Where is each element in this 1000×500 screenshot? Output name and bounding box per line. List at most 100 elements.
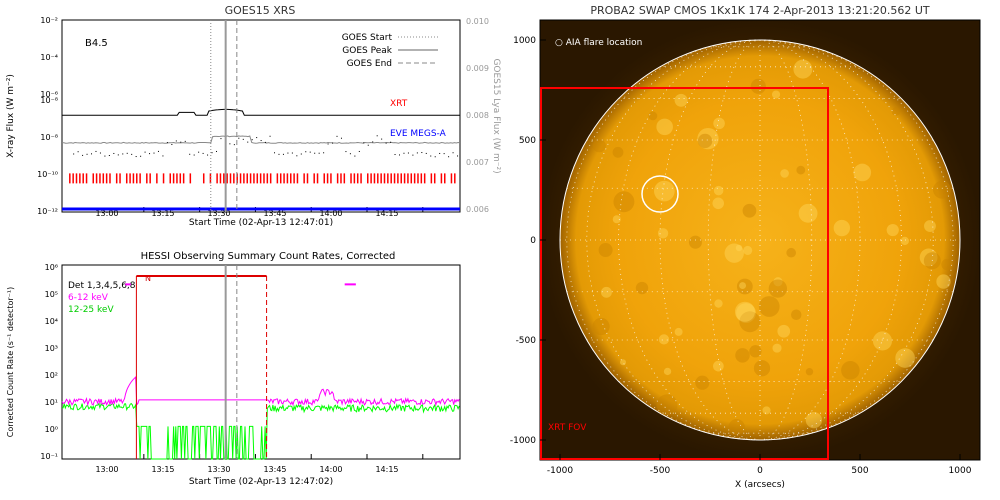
sun-texture-blob <box>762 406 771 415</box>
goes-xrt-bar <box>430 173 433 184</box>
hessi-xtick-label: 14:00 <box>319 465 342 474</box>
goes-xrt-bar <box>343 173 346 184</box>
goes-dotted-point <box>104 155 106 157</box>
sun-texture-blob <box>743 245 753 255</box>
sun-texture-blob <box>886 223 899 237</box>
goes-xrt-bar <box>293 173 295 184</box>
goes-dotted-point <box>340 137 342 139</box>
sun-texture-blob <box>613 191 635 213</box>
goes-yright-tick-label: 0.008 <box>466 111 489 120</box>
swap-ytick-label: 500 <box>519 136 536 146</box>
goes-xrt-bar <box>125 173 128 184</box>
hessi-6-12kev-curve <box>61 375 460 407</box>
goes-dotted-point <box>425 152 427 154</box>
sun-texture-blob <box>768 279 788 298</box>
sun-texture-blob <box>635 281 649 295</box>
goes-xrt-bar <box>266 173 269 184</box>
goes-dotted-point <box>162 155 164 157</box>
goes-xrt-bar <box>336 173 339 184</box>
goes-eve-label: EVE MEGS-A <box>390 129 447 139</box>
swap-x-ticks: -1000 -500 0 500 1000 <box>547 466 972 476</box>
sun-texture-blob <box>619 359 627 366</box>
sun-texture-blob <box>853 163 872 182</box>
goes-xrt-bar <box>413 173 416 184</box>
goes-ytick-label: 10⁻¹⁰ <box>37 170 58 179</box>
goes-dotted-point <box>73 153 75 155</box>
goes-dotted-point <box>140 155 142 157</box>
goes-dotted-point <box>376 135 378 137</box>
goes-dotted-point <box>336 135 338 137</box>
goes-xrt-bar <box>390 173 392 184</box>
goes-yright-tick-label: 0.006 <box>466 205 489 214</box>
goes-xrt-bar <box>383 173 386 184</box>
goes-dotted-point <box>287 152 289 154</box>
goes-dotted-point <box>131 153 133 155</box>
goes-dotted-point <box>220 138 222 140</box>
goes-dotted-point <box>300 153 302 155</box>
goes-ylabel-left: X-ray Flux (W m⁻²) <box>6 74 16 158</box>
goes-dotted-point <box>229 143 231 145</box>
goes-xrt-bar <box>189 173 192 184</box>
goes-title: GOES15 XRS <box>225 4 296 17</box>
goes-xrt-bar <box>407 173 409 184</box>
sun-texture-blob <box>612 215 621 224</box>
hessi-xtick-label: 13:00 <box>95 465 118 474</box>
goes-xrt-bar <box>330 173 332 184</box>
goes-xrt-bar <box>105 173 108 184</box>
goes-dotted-point <box>117 154 119 156</box>
sun-texture-blob <box>758 296 780 317</box>
sun-texture-blob <box>592 317 610 336</box>
sun-texture-blob <box>654 180 675 202</box>
goes-dotted-point <box>247 141 249 143</box>
sun-texture-blob <box>598 243 613 258</box>
heliographic-grid <box>560 39 960 441</box>
goes-xrt-bar <box>229 173 232 184</box>
goes-dotted-point <box>309 151 311 153</box>
goes-dotted-point <box>327 143 329 145</box>
goes-dotted-point <box>126 152 128 154</box>
sun-texture-blob <box>674 327 683 336</box>
sun-texture-blob <box>749 345 762 358</box>
goes-ytick-label: 10⁻² <box>40 16 58 25</box>
goes-xrt-bar <box>326 173 329 184</box>
goes-xrt-bar <box>400 173 402 184</box>
legend-goes-end: GOES End <box>347 59 392 69</box>
goes-xrt-bar <box>323 173 325 184</box>
hessi-xtick-label: 13:30 <box>207 465 230 474</box>
swap-fov-label: XRT FOV <box>548 423 587 433</box>
goes-xrt-bar <box>290 173 292 184</box>
goes-dotted-point <box>457 155 459 157</box>
goes-xrt-bar <box>209 173 212 184</box>
goes-dotted-point <box>367 144 369 146</box>
sun-texture-blob <box>612 146 624 158</box>
sun-texture-blob <box>772 343 782 353</box>
sun-texture-blob <box>786 247 796 258</box>
sun-texture-blob <box>739 282 747 290</box>
goes-xrt-bar <box>69 173 71 184</box>
sun-texture-blob <box>941 258 953 271</box>
goes-xrt-bar <box>233 173 235 184</box>
sun-texture-blob <box>891 107 901 116</box>
goes-dotted-point <box>82 154 84 156</box>
goes-y-right-ticks: 0.010 0.009 0.008 0.007 0.006 <box>466 17 489 214</box>
goes-xrt-bar <box>283 173 285 184</box>
goes-legend: GOES Start GOES Peak GOES End <box>342 33 438 69</box>
sun-texture-blob <box>695 375 710 390</box>
sun-texture-blob <box>796 165 806 175</box>
goes-xtick-label: 14:15 <box>375 209 398 218</box>
goes-lya-curve <box>62 135 461 144</box>
goes-dotted-point <box>99 152 101 154</box>
longitude-grid-line <box>566 39 954 441</box>
goes-xrt-bar <box>367 173 369 184</box>
goes-dotted-point <box>323 152 325 154</box>
goes-xrt-bar <box>259 173 262 184</box>
sun-texture-blob <box>600 286 612 298</box>
goes-dotted-point <box>193 154 195 156</box>
goes-xrt-bar <box>85 173 88 184</box>
swap-legend-aia-label: AIA flare location <box>566 38 643 48</box>
goes-dotted-point <box>175 140 177 142</box>
goes-xrt-bar <box>450 173 453 184</box>
goes-xtick-label: 13:15 <box>151 209 174 218</box>
goes-xrt-bar <box>423 173 426 184</box>
swap-ytick-label: -500 <box>516 336 537 346</box>
